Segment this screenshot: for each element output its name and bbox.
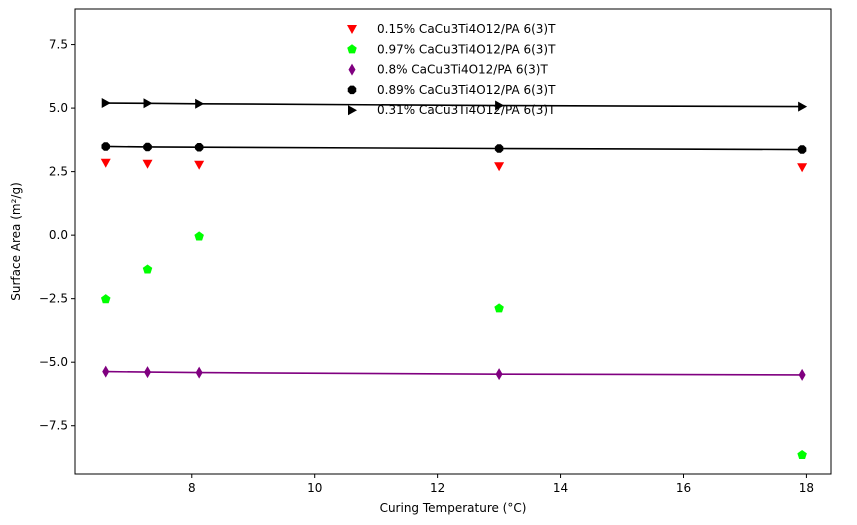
series-1-point xyxy=(100,294,111,304)
series-4-point xyxy=(798,101,808,112)
legend-marker-2 xyxy=(348,63,356,76)
y-axis-label: Surface Area (m²/g) xyxy=(9,182,23,300)
y-tick-label: −5.0 xyxy=(39,355,68,369)
data-markers xyxy=(100,98,808,459)
legend: 0.15% CaCu3Ti4O12/PA 6(3)T 0.97% CaCu3Ti4… xyxy=(347,22,556,117)
series-2-point xyxy=(144,366,152,379)
y-tick-label: −2.5 xyxy=(39,292,68,306)
series-4-point xyxy=(101,98,111,109)
legend-label-4: 0.31% CaCu3Ti4O12/PA 6(3)T xyxy=(377,103,556,117)
x-tick-label: 14 xyxy=(553,481,568,495)
series-4-point xyxy=(143,98,153,109)
legend-label-2: 0.8% CaCu3Ti4O12/PA 6(3)T xyxy=(377,63,548,77)
y-tick-label: 2.5 xyxy=(49,165,68,179)
series-3-point xyxy=(143,142,152,152)
series-4-point xyxy=(495,100,505,111)
series-0-point xyxy=(797,163,808,173)
series-2-point xyxy=(798,368,806,381)
x-tick-label: 10 xyxy=(307,481,322,495)
axes-frame xyxy=(74,8,832,475)
legend-marker-0 xyxy=(347,25,357,34)
series-1-point xyxy=(494,303,504,313)
series-1-point xyxy=(194,231,204,241)
x-tick-label: 8 xyxy=(188,481,196,495)
legend-marker-4 xyxy=(348,105,357,116)
series-0-point xyxy=(142,159,153,169)
legend-label-0: 0.15% CaCu3Ti4O12/PA 6(3)T xyxy=(377,22,556,36)
y-tick-label: 0.0 xyxy=(49,228,68,242)
y-axis-ticks: −7.5 −5.0 −2.5 0.0 2.5 5.0 7.5 xyxy=(39,38,75,433)
series-3-point xyxy=(797,145,807,154)
legend-label-3: 0.89% CaCu3Ti4O12/PA 6(3)T xyxy=(377,83,556,97)
legend-marker-3 xyxy=(347,85,357,95)
series-0-point xyxy=(100,158,111,168)
y-tick-label: −7.5 xyxy=(39,419,68,433)
x-axis-label: Curing Temperature (°C) xyxy=(380,501,527,515)
series-0-point xyxy=(194,160,205,170)
x-tick-label: 18 xyxy=(799,481,814,495)
series-3-point xyxy=(101,142,110,151)
series-3-point xyxy=(194,142,204,152)
series-1-point xyxy=(797,449,807,459)
series-2-point xyxy=(102,365,110,378)
x-tick-label: 12 xyxy=(430,481,445,495)
series-0-point xyxy=(494,162,505,172)
series-3-point xyxy=(494,144,504,153)
y-tick-label: 7.5 xyxy=(49,38,68,52)
series-1-point xyxy=(142,264,153,274)
y-tick-label: 5.0 xyxy=(49,101,68,115)
x-tick-label: 16 xyxy=(676,481,691,495)
series-2-point xyxy=(195,366,203,379)
legend-marker-1 xyxy=(347,44,357,54)
legend-label-1: 0.97% CaCu3Ti4O12/PA 6(3)T xyxy=(377,42,556,56)
x-axis-ticks: 8 10 12 14 16 18 xyxy=(188,474,814,495)
series-2-point xyxy=(495,368,503,381)
series-4-point xyxy=(195,98,205,109)
